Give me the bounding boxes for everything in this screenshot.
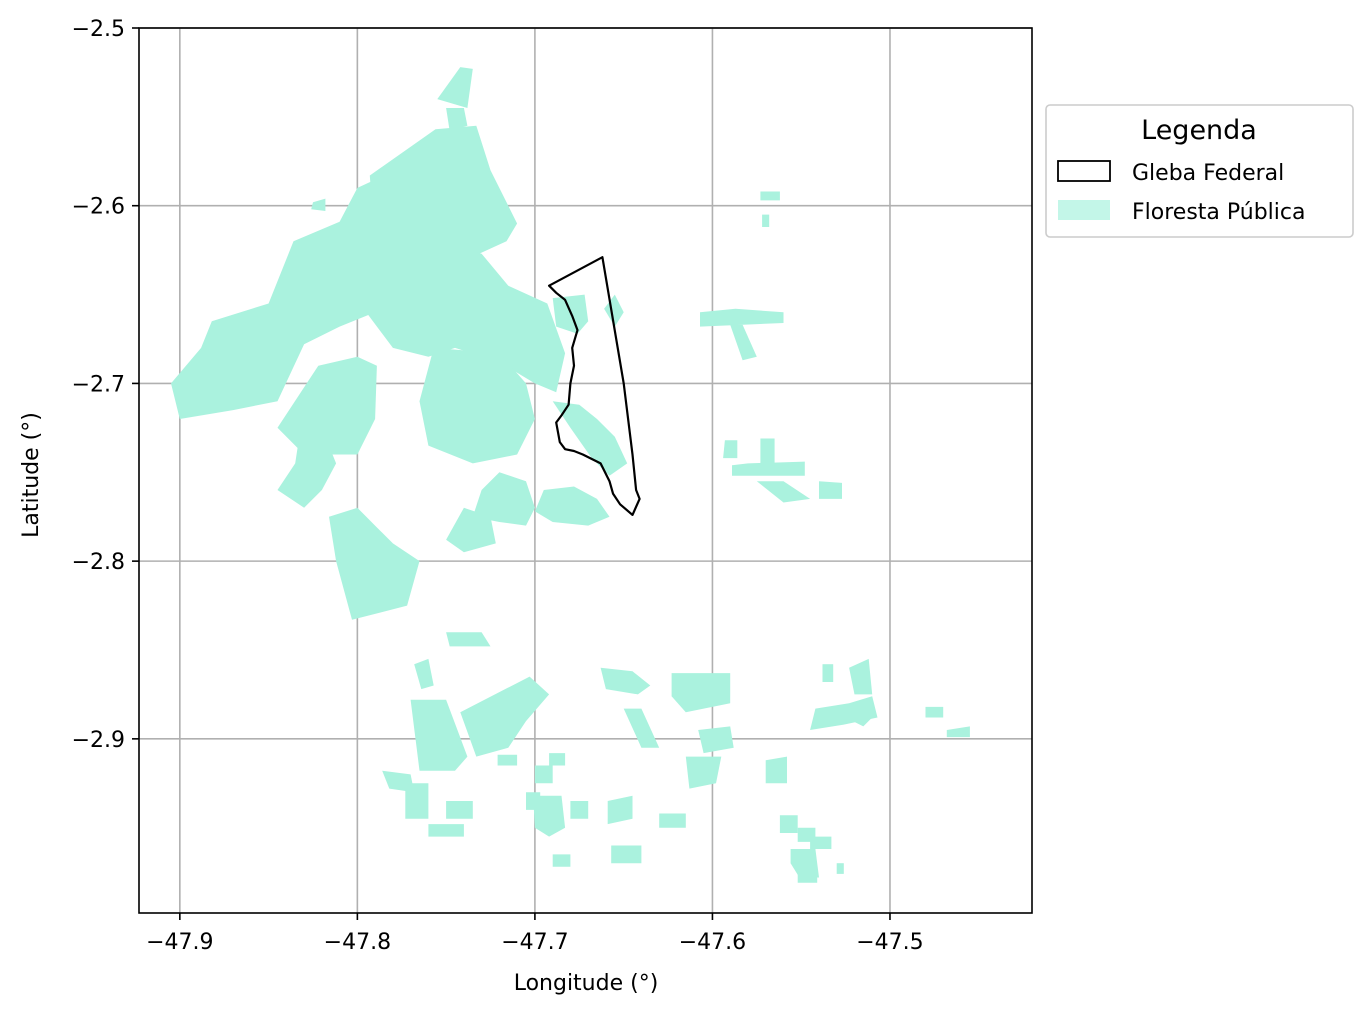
floresta-publica-polygon (570, 801, 589, 819)
x-tick-label: −47.9 (146, 930, 213, 955)
floresta-publica-polygon (797, 872, 818, 883)
floresta-publica-polygon (526, 792, 541, 810)
floresta-publica-polygon (765, 756, 787, 784)
x-tick-label: −47.6 (679, 930, 746, 955)
floresta-publica-polygon (790, 849, 819, 878)
floresta-publica-polygon (611, 845, 642, 864)
floresta-publica-polygon (760, 191, 780, 201)
floresta-publica-polygon (756, 481, 811, 503)
y-tick-label: −2.7 (72, 372, 125, 397)
floresta-publica-polygon (329, 507, 420, 620)
floresta-publica-polygon (472, 472, 535, 526)
legend-gleba-swatch (1057, 160, 1111, 182)
floresta-publica-polygon (366, 235, 566, 393)
floresta-publica-polygon (732, 461, 805, 476)
x-tick-label: −47.8 (324, 930, 391, 955)
floresta-publica-polygon (723, 440, 738, 459)
floresta-publica-polygon (497, 754, 518, 766)
floresta-publica-polygon (552, 854, 571, 867)
floresta-publica-polygon (460, 676, 550, 757)
floresta-publica-polygon (822, 664, 834, 682)
floresta-publica-polygon (623, 708, 660, 748)
floresta-publica-layer (171, 67, 970, 883)
x-tick-label: −47.5 (856, 930, 923, 955)
x-axis-title: Longitude (°) (514, 971, 659, 996)
gleba-federal-outline (547, 256, 641, 517)
floresta-publica-polygon (762, 214, 770, 227)
floresta-publica-polygon (311, 198, 326, 211)
floresta-publica-polygon (533, 795, 566, 837)
floresta-publica-polygon (925, 706, 944, 718)
floresta-publica-polygon (534, 765, 553, 784)
floresta-publica-polygon (810, 836, 832, 849)
floresta-publica-polygon (446, 507, 496, 553)
floresta-publica-polygon (845, 717, 873, 727)
floresta-publica-polygon (836, 863, 844, 874)
floresta-publica-polygon (730, 324, 757, 361)
y-axis-title: Latitude (°) (19, 412, 44, 538)
floresta-publica-polygon (446, 108, 468, 132)
floresta-publica-polygon (819, 481, 842, 499)
legend-title: Legenda (1141, 115, 1257, 146)
floresta-publica-polygon (446, 801, 473, 819)
floresta-publica-polygon (410, 699, 468, 771)
floresta-publica-polygon (779, 815, 798, 833)
y-tick-label: −2.6 (72, 195, 125, 220)
floresta-publica-polygon (685, 756, 722, 789)
y-tick-label: −2.5 (72, 17, 125, 42)
floresta-publica-polygon (946, 726, 970, 738)
legend-floresta-swatch (1058, 200, 1110, 220)
floresta-publica-polygon (277, 427, 337, 508)
floresta-publica-polygon (700, 308, 784, 327)
floresta-publica-polygon (369, 125, 518, 277)
floresta-publica-polygon (607, 795, 633, 825)
floresta-publica-polygon (600, 667, 651, 695)
legend-frame (1045, 104, 1354, 238)
floresta-publica-polygon (849, 658, 873, 695)
floresta-publica-polygon (534, 486, 610, 526)
y-axis-ticks: −2.5 −2.6 −2.7 −2.8 −2.9 (72, 17, 139, 753)
floresta-publica-polygon (552, 401, 628, 476)
legend-floresta-label: Floresta Pública (1132, 200, 1305, 225)
floresta-publica-polygon (414, 658, 434, 690)
y-tick-label: −2.9 (72, 728, 125, 753)
floresta-publica-polygon (437, 67, 473, 108)
x-tick-label: −47.7 (501, 930, 568, 955)
floresta-publica-polygon (760, 438, 775, 464)
floresta-publica-polygon (810, 696, 878, 730)
floresta-publica-polygon (659, 813, 686, 828)
gleba-federal-layer (547, 256, 641, 517)
legend-gleba-label: Gleba Federal (1132, 161, 1284, 186)
y-tick-label: −2.8 (72, 550, 125, 575)
floresta-publica-polygon (419, 347, 535, 464)
floresta-publica-polygon (405, 783, 429, 819)
legend: Legenda Gleba Federal Floresta Pública (1045, 104, 1354, 238)
floresta-publica-polygon (428, 824, 464, 837)
plot-frame (138, 27, 1033, 914)
floresta-publica-polygon (446, 632, 491, 647)
x-axis-ticks: −47.9 −47.8 −47.7 −47.6 −47.5 (146, 913, 924, 955)
floresta-publica-polygon (671, 673, 731, 713)
floresta-publica-polygon (698, 726, 734, 754)
floresta-publica-polygon (549, 753, 566, 766)
